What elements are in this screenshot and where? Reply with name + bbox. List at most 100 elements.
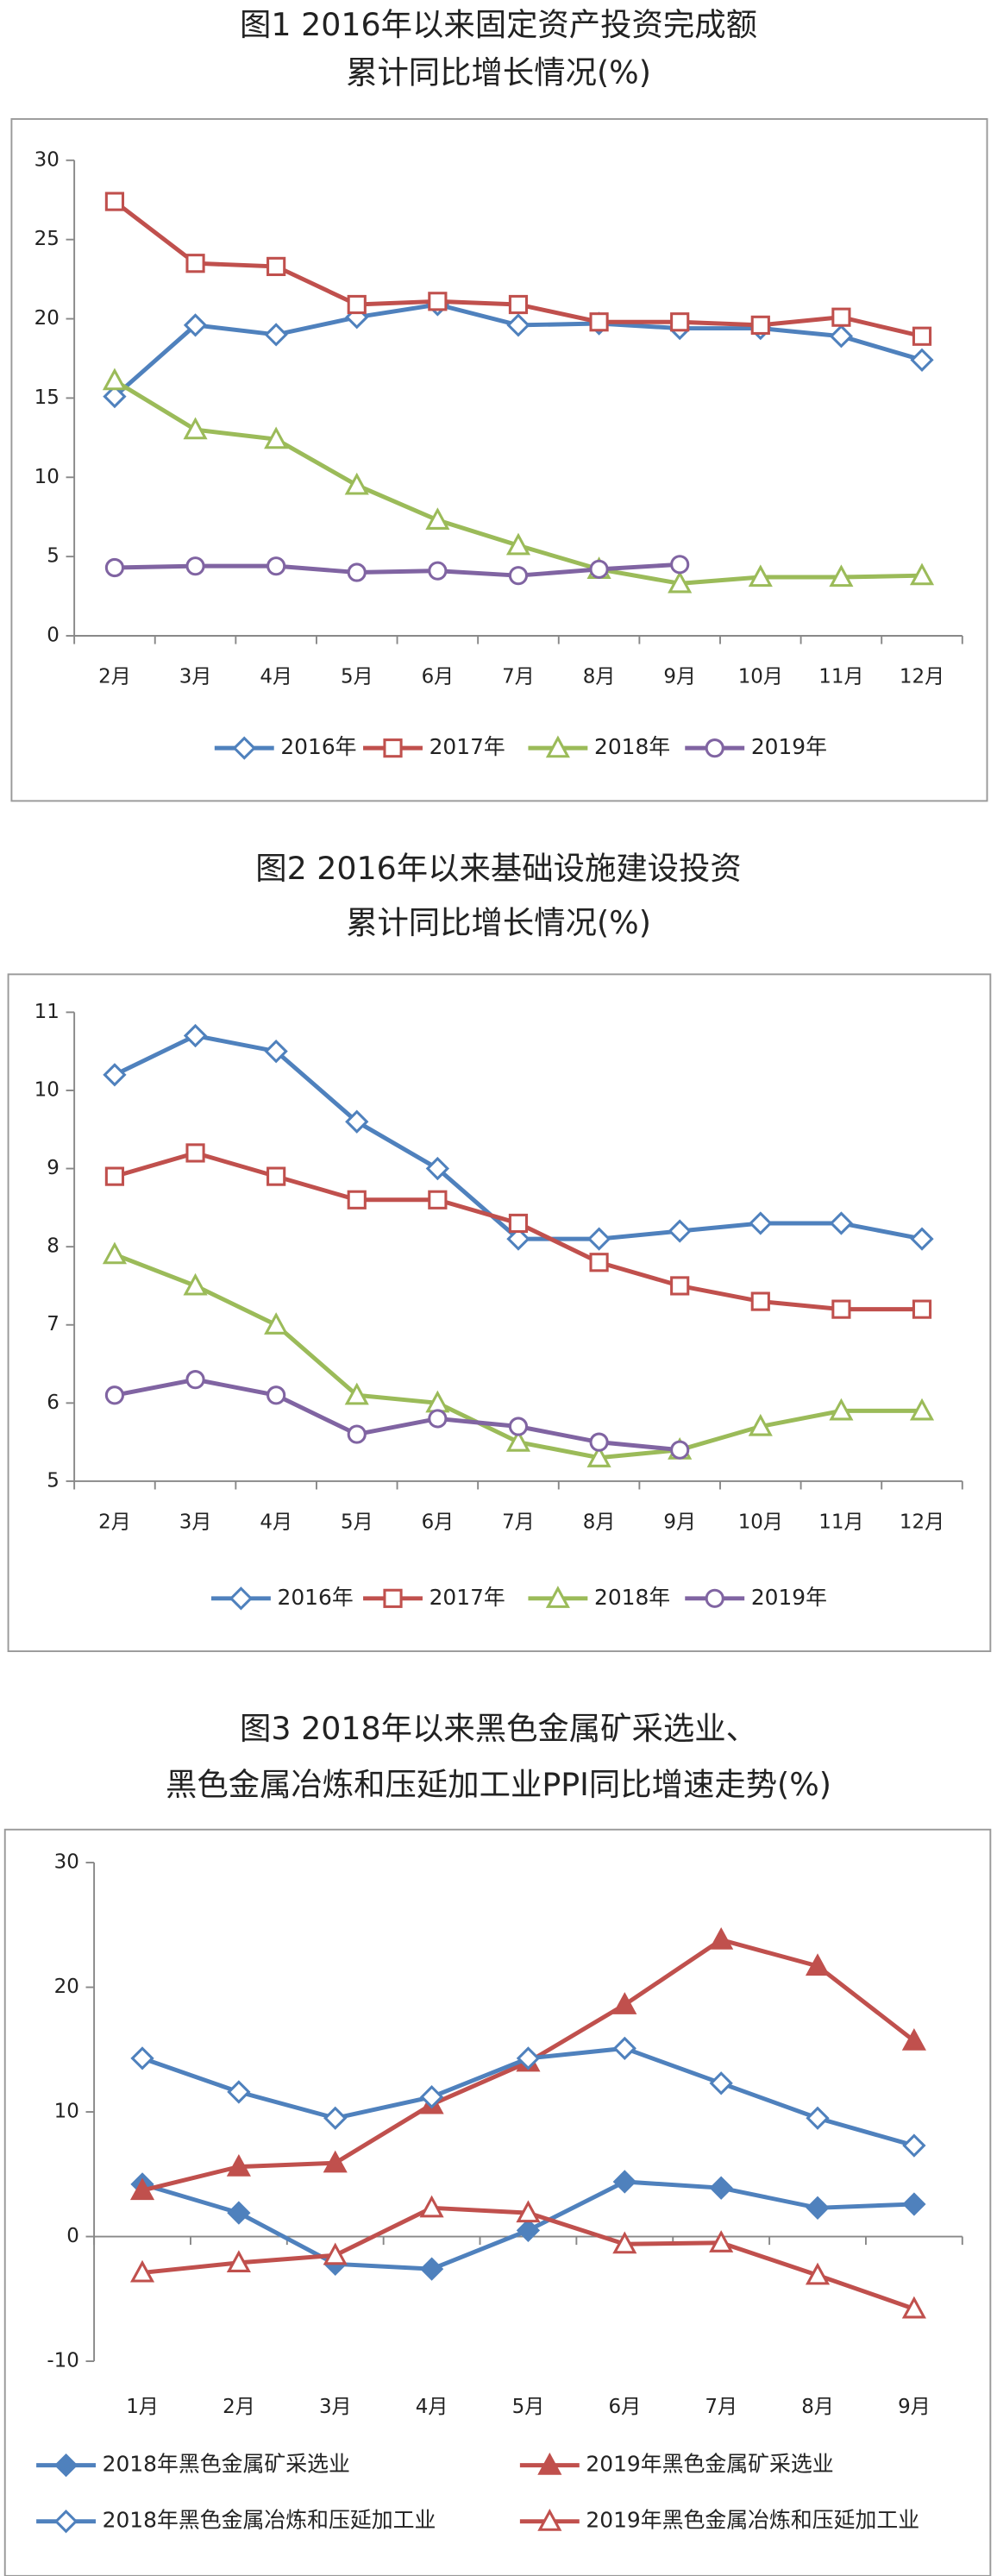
marker bbox=[589, 1253, 609, 1272]
x-tick-label: 8月 bbox=[583, 665, 616, 688]
marker bbox=[428, 561, 448, 581]
marker bbox=[748, 1413, 773, 1436]
marker bbox=[323, 2106, 348, 2130]
marker bbox=[912, 1299, 932, 1319]
marker bbox=[709, 2230, 734, 2252]
y-tick-label: 0 bbox=[66, 2225, 79, 2247]
x-tick-label: 1月 bbox=[126, 2396, 159, 2418]
marker bbox=[104, 192, 125, 211]
marker bbox=[586, 1445, 611, 1467]
marker bbox=[130, 2046, 154, 2070]
marker bbox=[428, 292, 448, 311]
marker bbox=[183, 1023, 208, 1048]
x-tick-label: 11月 bbox=[818, 1511, 863, 1533]
y-tick-label: 5 bbox=[47, 545, 60, 568]
marker bbox=[506, 313, 530, 337]
marker bbox=[829, 324, 854, 349]
marker bbox=[102, 1241, 127, 1265]
marker bbox=[227, 2201, 251, 2225]
marker bbox=[183, 313, 208, 337]
marker bbox=[670, 1440, 690, 1460]
x-tick-label: 4月 bbox=[416, 2396, 448, 2418]
marker bbox=[129, 2259, 155, 2283]
marker bbox=[345, 1109, 369, 1134]
marker bbox=[589, 559, 609, 579]
chart-title: 黑色金属冶炼和压延加工业PPI同比增速走势(%) bbox=[166, 1766, 831, 1803]
x-tick-label: 6月 bbox=[422, 665, 455, 688]
marker bbox=[104, 557, 125, 578]
y-tick-label: 7 bbox=[47, 1313, 60, 1335]
x-tick-label: 5月 bbox=[341, 665, 373, 688]
y-tick-label: 30 bbox=[54, 1851, 79, 1874]
x-tick-label: 6月 bbox=[609, 2396, 642, 2418]
legend-label: 2019年 bbox=[751, 1585, 827, 1610]
y-tick-label: 10 bbox=[54, 2101, 79, 2123]
marker bbox=[344, 1382, 369, 1405]
marker bbox=[831, 1299, 851, 1319]
marker bbox=[264, 1312, 289, 1335]
marker bbox=[750, 1291, 770, 1311]
marker bbox=[264, 323, 288, 347]
marker bbox=[508, 1417, 529, 1436]
marker bbox=[516, 2200, 541, 2223]
series-line bbox=[114, 562, 680, 578]
marker bbox=[829, 564, 854, 587]
chart-title: 图3 2018年以来黑色金属矿采选业、 bbox=[240, 1710, 757, 1747]
marker bbox=[347, 1424, 367, 1444]
legend-marker bbox=[53, 2453, 78, 2478]
x-tick-label: 4月 bbox=[260, 665, 292, 688]
x-tick-label: 3月 bbox=[179, 665, 212, 688]
marker bbox=[670, 312, 690, 332]
marker bbox=[910, 1227, 934, 1251]
chart-title: 累计同比增长情况(%) bbox=[346, 904, 651, 941]
marker bbox=[103, 384, 127, 409]
x-tick-label: 6月 bbox=[422, 1511, 455, 1533]
marker bbox=[185, 556, 205, 576]
y-tick-label: -10 bbox=[47, 2350, 78, 2372]
marker bbox=[428, 1409, 448, 1429]
marker bbox=[183, 1272, 208, 1296]
x-tick-label: 9月 bbox=[898, 2396, 931, 2418]
x-tick-label: 10月 bbox=[738, 665, 783, 688]
x-tick-label: 7月 bbox=[502, 665, 535, 688]
marker bbox=[806, 2196, 830, 2220]
y-tick-label: 10 bbox=[34, 1078, 60, 1101]
legend-label: 2019年黑色金属冶炼和压延加工业 bbox=[586, 2508, 919, 2533]
legend-marker bbox=[705, 1588, 724, 1608]
series-line bbox=[113, 1033, 923, 1241]
marker bbox=[323, 2150, 348, 2173]
marker bbox=[612, 2170, 636, 2194]
y-tick-label: 9 bbox=[47, 1157, 60, 1179]
y-tick-label: 15 bbox=[34, 386, 60, 409]
marker bbox=[805, 2262, 831, 2285]
chart-frame bbox=[10, 117, 988, 802]
marker bbox=[709, 1926, 734, 1950]
marker bbox=[749, 1211, 773, 1235]
marker bbox=[709, 2071, 733, 2095]
marker bbox=[909, 562, 935, 586]
marker bbox=[668, 570, 693, 594]
marker bbox=[227, 2080, 251, 2104]
marker bbox=[902, 2133, 926, 2158]
marker bbox=[185, 254, 205, 273]
x-tick-label: 7月 bbox=[502, 1511, 535, 1533]
marker bbox=[829, 1398, 854, 1421]
x-tick-label: 2月 bbox=[98, 665, 131, 688]
chart-title: 图2 2016年以来基础设施建设投资 bbox=[255, 850, 742, 887]
marker bbox=[505, 1429, 531, 1452]
y-tick-label: 6 bbox=[47, 1392, 60, 1414]
marker bbox=[516, 2218, 541, 2242]
marker bbox=[902, 2192, 926, 2216]
marker bbox=[344, 472, 369, 495]
marker bbox=[425, 1156, 450, 1181]
marker bbox=[425, 507, 450, 530]
x-tick-label: 12月 bbox=[900, 665, 944, 688]
legend-marker bbox=[545, 1586, 570, 1608]
legend-marker bbox=[53, 2510, 78, 2534]
marker bbox=[709, 2176, 733, 2200]
marker bbox=[748, 564, 773, 587]
marker bbox=[831, 307, 851, 327]
x-tick-label: 5月 bbox=[341, 1511, 373, 1533]
